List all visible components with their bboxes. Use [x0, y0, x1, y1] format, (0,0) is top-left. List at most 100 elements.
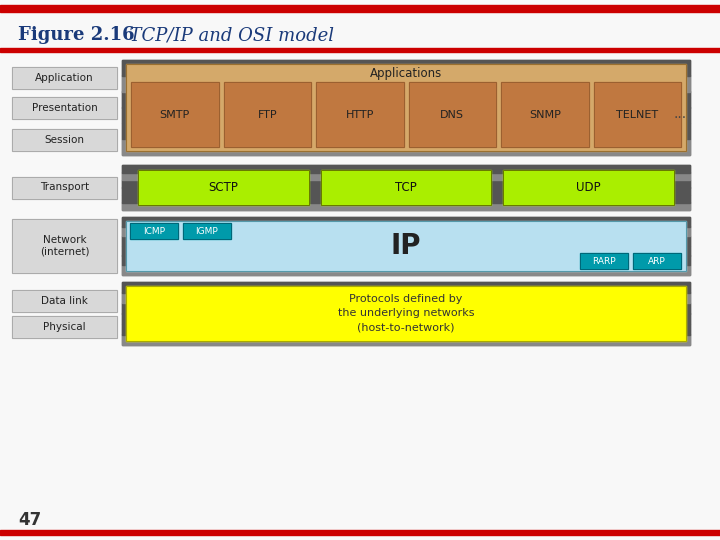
Bar — [593, 82, 681, 147]
Bar — [126, 286, 686, 341]
Text: Physical: Physical — [43, 322, 86, 332]
Bar — [122, 265, 690, 275]
Text: Network
(internet): Network (internet) — [40, 235, 89, 257]
Bar — [501, 82, 588, 147]
Text: TCP: TCP — [395, 181, 417, 194]
Bar — [122, 91, 690, 107]
Bar — [122, 282, 690, 345]
Bar — [122, 202, 690, 210]
Text: RARP: RARP — [592, 256, 616, 266]
Bar — [131, 82, 218, 147]
Text: ...: ... — [673, 107, 687, 122]
Bar — [12, 219, 117, 273]
Bar — [580, 253, 628, 269]
Text: SNMP: SNMP — [528, 110, 561, 119]
Bar — [223, 82, 311, 147]
Bar — [122, 60, 690, 155]
Bar — [126, 221, 686, 271]
Bar — [0, 530, 720, 535]
Bar — [126, 64, 686, 151]
Bar — [12, 67, 117, 89]
Bar — [12, 97, 117, 119]
Bar — [633, 253, 681, 269]
Bar — [122, 123, 690, 139]
Bar — [12, 316, 117, 339]
Text: ARP: ARP — [648, 256, 666, 266]
Text: Session: Session — [45, 135, 84, 145]
Bar — [12, 290, 117, 312]
Bar — [0, 5, 720, 12]
Bar — [122, 313, 690, 324]
Bar — [12, 67, 117, 89]
Bar — [122, 194, 690, 202]
Bar — [316, 82, 403, 147]
Bar — [126, 286, 686, 341]
Text: IGMP: IGMP — [196, 226, 218, 235]
Bar — [122, 217, 690, 275]
Bar — [12, 129, 117, 151]
Bar — [122, 217, 690, 227]
Bar — [131, 82, 218, 147]
Bar — [12, 219, 117, 273]
Text: Data link: Data link — [41, 296, 88, 306]
Bar — [122, 281, 690, 293]
Bar — [138, 170, 309, 205]
Text: HTTP: HTTP — [346, 110, 374, 119]
Bar — [183, 223, 231, 239]
Text: FTP: FTP — [258, 110, 277, 119]
Bar — [122, 323, 690, 334]
Bar — [633, 253, 681, 269]
Bar — [130, 223, 178, 239]
Bar — [503, 170, 674, 205]
Bar — [122, 226, 690, 237]
Text: TELNET: TELNET — [616, 110, 658, 119]
Bar — [408, 82, 496, 147]
Bar — [12, 316, 117, 339]
Bar — [122, 107, 690, 123]
Bar — [122, 236, 690, 246]
Bar — [12, 290, 117, 312]
Text: Presentation: Presentation — [32, 103, 97, 113]
Text: SCTP: SCTP — [208, 181, 238, 194]
Text: Protocols defined by
the underlying networks
(host-to-network): Protocols defined by the underlying netw… — [338, 294, 474, 333]
Bar — [12, 177, 117, 199]
Text: Transport: Transport — [40, 183, 89, 192]
Bar — [122, 187, 690, 195]
Bar — [122, 292, 690, 303]
Bar — [593, 82, 681, 147]
Text: Application: Application — [35, 73, 94, 83]
Bar — [12, 177, 117, 199]
Bar — [138, 170, 309, 205]
Text: TCP/IP and OSI model: TCP/IP and OSI model — [118, 26, 334, 44]
Text: DNS: DNS — [440, 110, 464, 119]
Bar — [12, 97, 117, 119]
Text: SMTP: SMTP — [160, 110, 190, 119]
Bar — [320, 170, 491, 205]
Bar — [320, 170, 491, 205]
Bar — [580, 253, 628, 269]
Text: Applications: Applications — [370, 66, 442, 79]
Bar — [12, 129, 117, 151]
Bar — [122, 76, 690, 92]
Text: ICMP: ICMP — [143, 226, 165, 235]
Text: 47: 47 — [18, 511, 41, 529]
Bar — [130, 223, 178, 239]
Bar — [183, 223, 231, 239]
Bar — [122, 172, 690, 180]
Bar — [122, 59, 690, 76]
Bar — [122, 246, 690, 255]
Bar — [122, 165, 690, 210]
Bar — [126, 64, 686, 151]
Bar — [122, 179, 690, 187]
Bar — [122, 334, 690, 345]
Bar — [316, 82, 403, 147]
Bar — [126, 221, 686, 271]
Text: UDP: UDP — [576, 181, 601, 194]
Bar — [223, 82, 311, 147]
Text: Figure 2.16: Figure 2.16 — [18, 26, 135, 44]
Bar — [122, 302, 690, 314]
Bar — [122, 255, 690, 265]
Bar — [501, 82, 588, 147]
Text: IP: IP — [391, 232, 421, 260]
Bar — [122, 165, 690, 172]
